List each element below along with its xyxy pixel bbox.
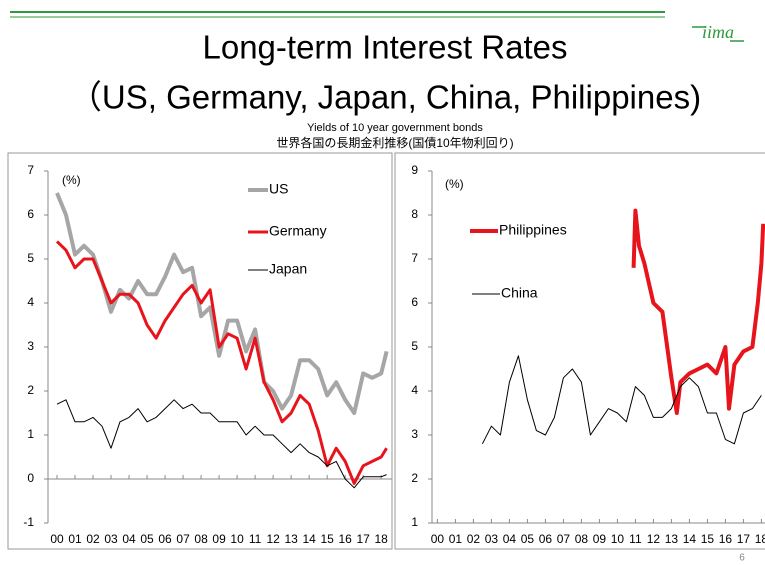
x-tick-label: 07 <box>557 532 571 546</box>
y-tick-label: 5 <box>411 339 418 353</box>
y-tick-label: -1 <box>23 515 34 529</box>
y-tick-label: 3 <box>27 339 34 353</box>
x-tick-label: 18 <box>375 532 389 546</box>
y-tick-label: 7 <box>27 163 34 177</box>
legend-label: Philippines <box>499 222 567 238</box>
y-tick-label: 8 <box>411 207 418 221</box>
x-tick-label: 10 <box>230 532 244 546</box>
x-tick-label: 16 <box>338 532 352 546</box>
x-tick-label: 14 <box>302 532 316 546</box>
y-tick-label: 6 <box>411 295 418 309</box>
subtitle: Yields of 10 year government bonds <box>307 122 483 134</box>
x-tick-label: 18 <box>755 532 765 546</box>
x-tick-label: 11 <box>249 532 262 546</box>
page-number: 6 <box>739 553 745 564</box>
legend-label: Japan <box>269 261 307 277</box>
y-tick-label: 0 <box>27 471 34 485</box>
x-tick-label: 09 <box>212 532 226 546</box>
x-tick-label: 05 <box>140 532 154 546</box>
x-tick-label: 00 <box>50 532 64 546</box>
x-tick-label: 02 <box>86 532 100 546</box>
x-tick-label: 01 <box>449 532 463 546</box>
y-tick-label: 1 <box>411 515 418 529</box>
x-tick-label: 01 <box>68 532 82 546</box>
legend-label: Germany <box>269 223 327 239</box>
line-series <box>631 208 765 415</box>
x-tick-label: 11 <box>629 532 642 546</box>
chart-frame <box>7 152 393 550</box>
x-tick-label: 16 <box>719 532 733 546</box>
x-tick-label: 12 <box>266 532 280 546</box>
x-tick-label: 04 <box>503 532 517 546</box>
x-tick-label: 15 <box>701 532 715 546</box>
x-tick-label: 06 <box>158 532 172 546</box>
x-tick-label: 00 <box>431 532 445 546</box>
line-series <box>481 355 762 445</box>
x-tick-label: 03 <box>104 532 118 546</box>
x-tick-label: 10 <box>611 532 625 546</box>
y-tick-label: 6 <box>27 207 34 221</box>
x-tick-label: 04 <box>122 532 136 546</box>
title: （US, Germany, Japan, China, Philippines) <box>69 79 701 116</box>
y-tick-label: 4 <box>27 295 34 309</box>
x-tick-label: 05 <box>521 532 535 546</box>
unit-label: (%) <box>445 177 464 191</box>
y-tick-label: 3 <box>411 427 418 441</box>
title: Long-term Interest Rates <box>203 29 568 66</box>
line-series <box>55 192 389 415</box>
unit-label: (%) <box>62 173 81 187</box>
line-series <box>56 399 387 489</box>
x-tick-label: 08 <box>575 532 589 546</box>
y-tick-label: 9 <box>411 163 418 177</box>
x-tick-label: 06 <box>539 532 553 546</box>
x-tick-label: 12 <box>647 532 661 546</box>
y-tick-label: 4 <box>411 383 418 397</box>
logo-stroke <box>692 26 744 42</box>
x-tick-label: 13 <box>665 532 679 546</box>
x-tick-label: 17 <box>357 532 371 546</box>
y-tick-label: 2 <box>27 383 34 397</box>
legend-label: US <box>269 181 288 197</box>
x-tick-label: 13 <box>284 532 298 546</box>
x-tick-label: 15 <box>320 532 334 546</box>
y-tick-label: 1 <box>27 427 34 441</box>
x-tick-label: 07 <box>176 532 190 546</box>
x-tick-label: 08 <box>194 532 208 546</box>
y-tick-label: 7 <box>411 251 418 265</box>
subtitle: 世界各国の長期金利推移(国債10年物利回り) <box>276 135 513 150</box>
x-tick-label: 17 <box>737 532 751 546</box>
x-tick-label: 09 <box>593 532 607 546</box>
x-tick-label: 03 <box>485 532 499 546</box>
x-tick-label: 02 <box>467 532 481 546</box>
logo: iima <box>702 22 734 42</box>
chart-frame <box>394 152 765 550</box>
legend-label: China <box>501 285 538 301</box>
x-tick-label: 14 <box>683 532 697 546</box>
y-tick-label: 2 <box>411 471 418 485</box>
line-series <box>55 240 388 485</box>
y-tick-label: 5 <box>27 251 34 265</box>
